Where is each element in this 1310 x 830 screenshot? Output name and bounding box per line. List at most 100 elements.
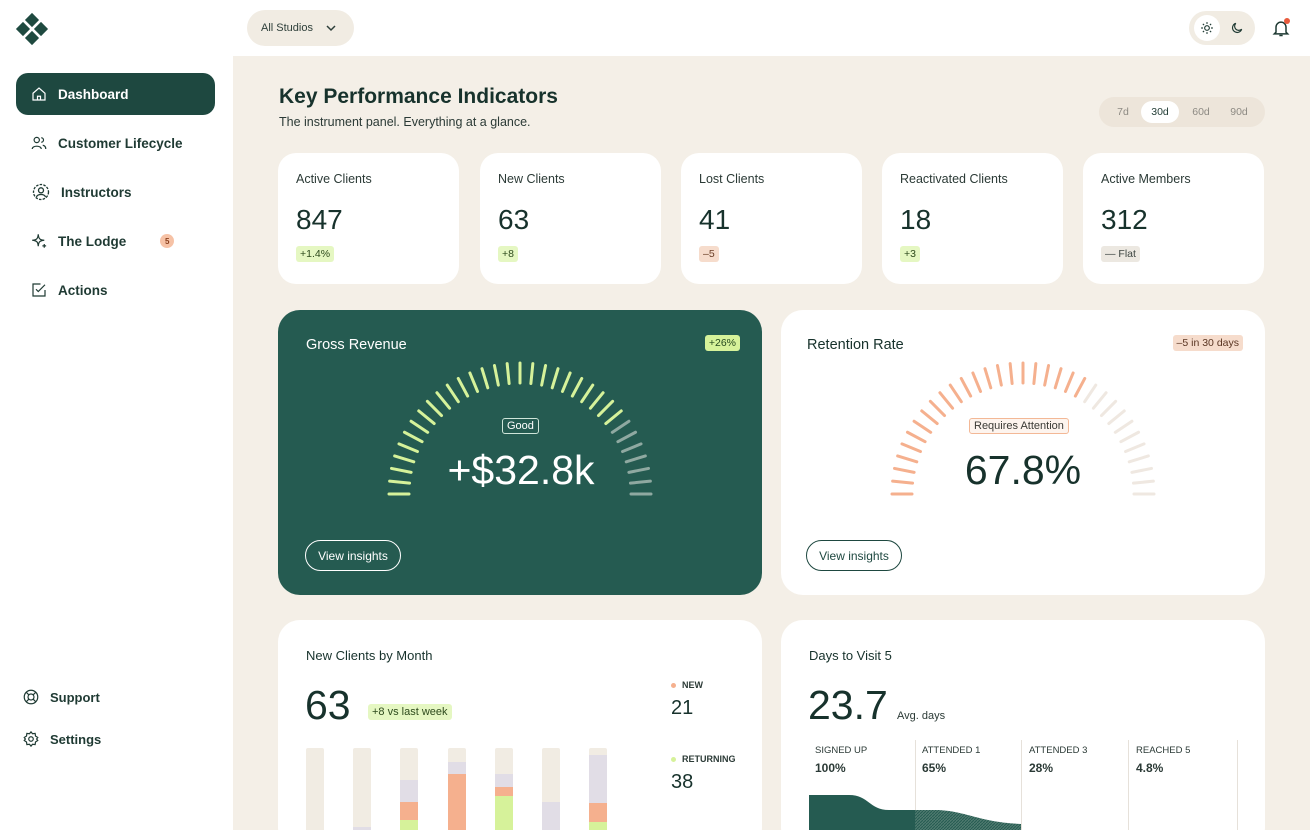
legend-new-value: 21: [671, 697, 694, 719]
sidebar-item-the-lodge[interactable]: The Lodge 5: [16, 220, 215, 262]
kpi-delta: +3: [900, 246, 920, 262]
gauge-tick: [891, 479, 915, 485]
kpi-label: New Clients: [498, 172, 565, 186]
support-link[interactable]: Support: [22, 688, 100, 706]
kpi-value: 18: [900, 204, 932, 235]
gauge-tick: [1131, 479, 1155, 485]
gauge-tick: [445, 383, 460, 404]
gauge-tick: [570, 376, 584, 398]
bar-segment: [589, 803, 607, 822]
delta-badge: –5 in 30 days: [1172, 335, 1243, 351]
gauge-tick: [540, 364, 548, 387]
settings-link[interactable]: Settings: [22, 730, 101, 748]
bar-segment: [495, 796, 513, 830]
gauge-tick: [938, 391, 955, 410]
settings-label: Settings: [50, 731, 102, 747]
kpi-delta: — Flat: [1101, 246, 1140, 262]
sidebar: Dashboard Customer Lifecycle Instructors…: [0, 0, 233, 830]
sidebar-item-actions[interactable]: Actions: [16, 269, 215, 311]
sidebar-item-customer-lifecycle[interactable]: Customer Lifecycle: [16, 122, 215, 164]
gauge-tick: [1032, 362, 1038, 386]
bar-segment: [400, 780, 418, 802]
range-60d[interactable]: 60d: [1192, 106, 1210, 118]
delta-badge: +8 vs last week: [368, 704, 452, 720]
kpi-delta: +8: [498, 246, 518, 262]
gauge-tick: [1091, 391, 1108, 410]
status-badge: Good: [502, 418, 539, 434]
page-title: Key Performance Indicators: [279, 85, 558, 108]
light-mode-button[interactable]: [1194, 15, 1220, 41]
notification-dot: [1284, 18, 1290, 24]
studio-select[interactable]: All Studios: [247, 10, 354, 46]
bar-segment: [400, 820, 418, 830]
date-range-selector: 7d 30d 60d 90d: [1099, 97, 1265, 127]
gauge-tick: [920, 409, 939, 426]
topbar: All Studios: [233, 0, 1310, 56]
kpi-card-active-clients[interactable]: Active Clients 847 +1.4%: [278, 153, 459, 284]
gauge-tick: [983, 367, 993, 390]
gauge-tick: [959, 376, 973, 398]
legend-returning: RETURNING: [671, 754, 736, 764]
gauge-tick: [1124, 442, 1146, 454]
sidebar-item-label: Customer Lifecycle: [58, 135, 183, 151]
big-value: 23.7: [808, 682, 888, 728]
range-90d[interactable]: 90d: [1230, 106, 1248, 118]
card-title: Days to Visit 5: [809, 648, 892, 663]
moon-icon: [1232, 22, 1243, 33]
value-unit: Avg. days: [897, 710, 946, 722]
instructor-icon: [32, 183, 50, 201]
bar-segment: [589, 822, 607, 830]
gauge-tick: [900, 442, 922, 454]
gauge-tick: [912, 419, 933, 434]
funnel-divider: [1237, 740, 1238, 830]
view-insights-button[interactable]: View insights: [806, 540, 902, 571]
gear-icon: [23, 730, 39, 748]
funnel-divider: [915, 740, 916, 830]
gauge-tick: [560, 371, 572, 393]
funnel-chart: [809, 795, 1021, 830]
gauge-tick: [1008, 362, 1014, 386]
logo-icon[interactable]: [15, 12, 49, 46]
gauge-tick: [492, 364, 500, 387]
gauge-tick: [1043, 364, 1051, 387]
gauge-tick: [393, 454, 416, 464]
funnel-shape: [809, 795, 915, 830]
funnel-stage-pct: 28%: [1029, 761, 1054, 775]
funnel-divider: [1021, 740, 1022, 830]
range-7d[interactable]: 7d: [1117, 106, 1129, 118]
gross-revenue-card: Gross Revenue +26% Good +$32.8k View ins…: [278, 310, 762, 595]
bar-track: [353, 748, 371, 830]
bell-icon[interactable]: [1271, 18, 1291, 38]
range-30d[interactable]: 30d: [1141, 101, 1179, 123]
view-insights-button[interactable]: View insights: [305, 540, 401, 571]
theme-toggle[interactable]: [1189, 11, 1255, 45]
kpi-card-new-clients[interactable]: New Clients 63 +8: [480, 153, 661, 284]
gauge-tick: [1130, 466, 1153, 474]
sidebar-item-label: Instructors: [61, 184, 132, 200]
kpi-card-active-members[interactable]: Active Members 312 — Flat: [1083, 153, 1264, 284]
support-label: Support: [50, 689, 100, 705]
sidebar-item-instructors[interactable]: Instructors: [16, 171, 215, 213]
gauge-tick: [1063, 371, 1075, 393]
bar-segment: [353, 827, 371, 830]
status-badge: Requires Attention: [969, 418, 1069, 434]
users-icon: [31, 136, 47, 150]
bar-segment: [589, 755, 607, 803]
sidebar-item-label: Dashboard: [58, 86, 129, 102]
funnel-stage-pct: 4.8%: [1136, 761, 1164, 775]
gauge-tick: [529, 362, 535, 386]
sun-icon: [1201, 22, 1213, 34]
kpi-card-reactivated-clients[interactable]: Reactivated Clients 18 +3: [882, 153, 1063, 284]
kpi-value: 41: [699, 204, 731, 235]
card-title: Retention Rate: [807, 337, 904, 353]
main-content: All Studios Key Performance Indicators T…: [233, 0, 1310, 830]
gauge-value: +$32.8k: [447, 447, 595, 493]
sidebar-item-dashboard[interactable]: Dashboard: [16, 73, 215, 115]
gauge-tick: [1073, 376, 1087, 398]
funnel-stage-label: REACHED 5: [1136, 745, 1191, 756]
kpi-card-lost-clients[interactable]: Lost Clients 41 –5: [681, 153, 862, 284]
gauge-tick: [580, 383, 595, 404]
gauge-tick: [896, 454, 919, 464]
gauge-tick: [390, 466, 413, 474]
dark-mode-button[interactable]: [1224, 15, 1250, 41]
